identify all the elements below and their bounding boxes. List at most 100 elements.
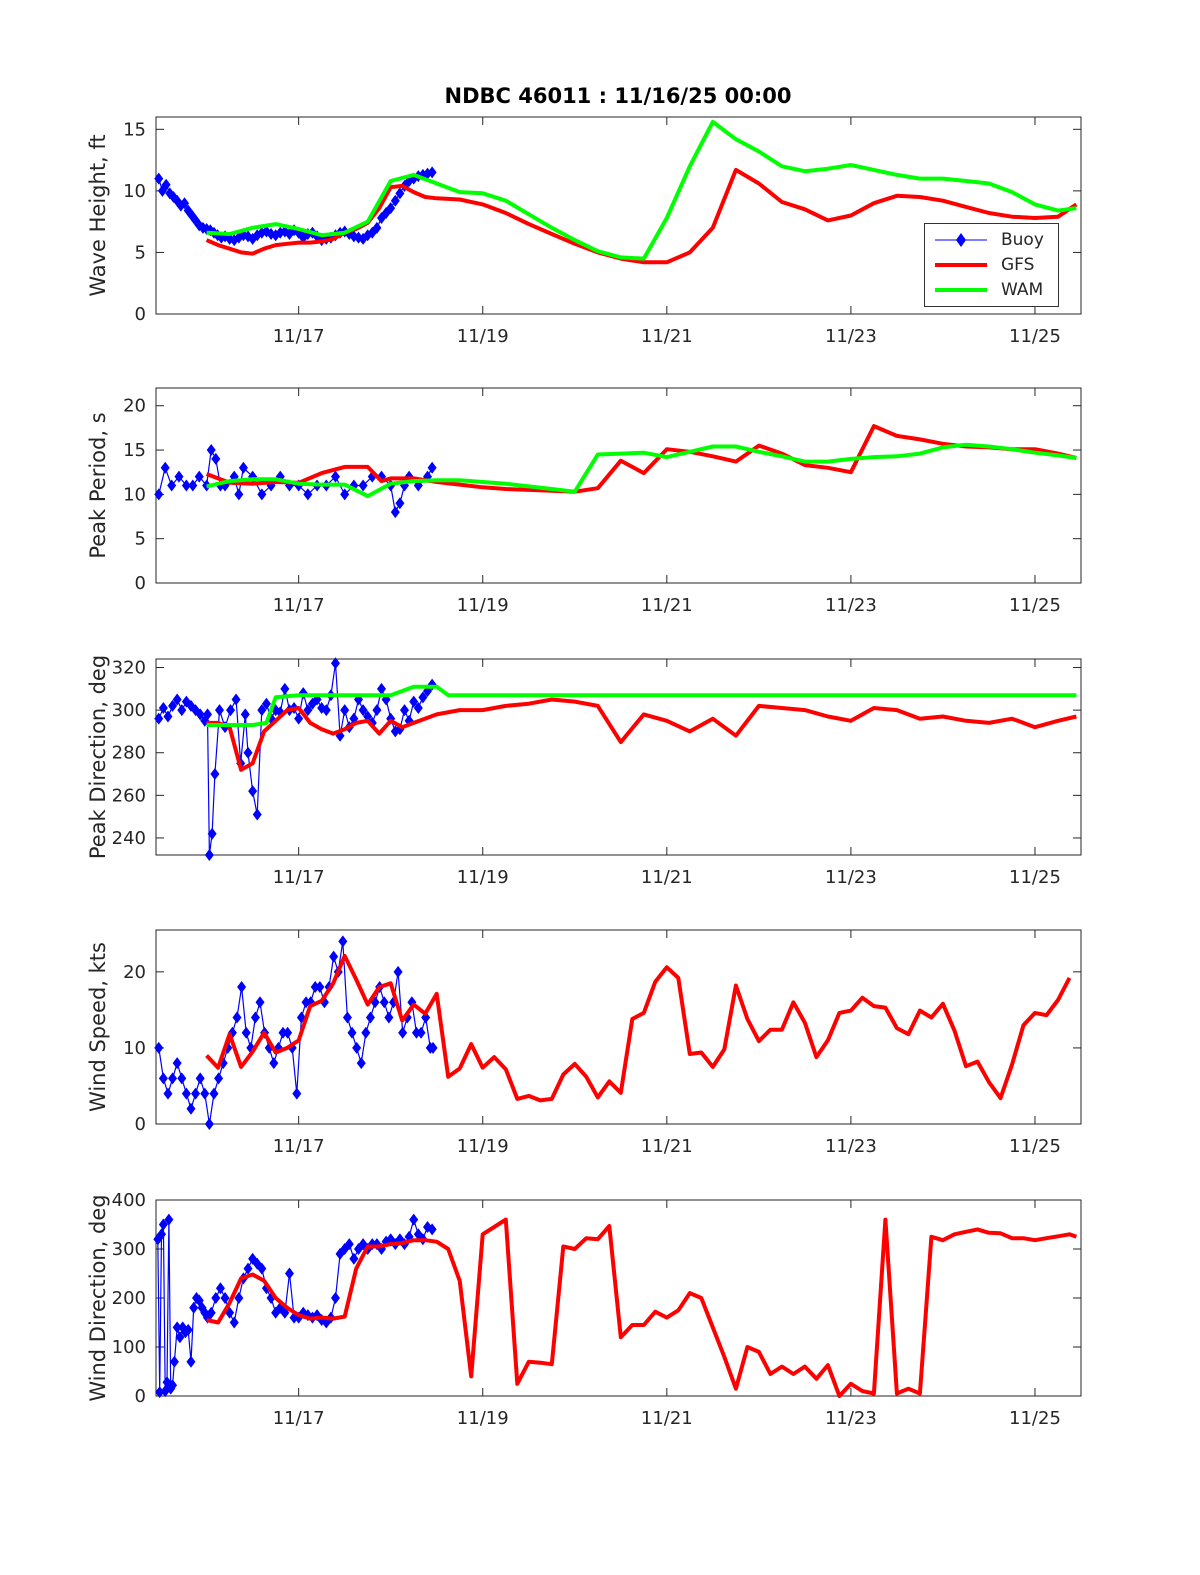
data-point-peak-period-buoy-31 [390, 506, 400, 519]
x-tick-label-wave-height-2: 11/21 [641, 326, 693, 347]
panel-peak-period: 11/17 11/19 11/21 11/23 11/25 0 5 10 15 20 Peak Pe… [86, 387, 1082, 616]
data-point-peak-period-buoy-14 [238, 461, 248, 474]
data-point-wind-direction-buoy-24 [215, 1282, 225, 1295]
x-tick-label-peak-direction-0: 11/17 [273, 867, 325, 888]
data-point-wind-speed-buoy-30 [292, 1087, 302, 1100]
data-point-peak-period-buoy-2 [167, 479, 177, 492]
data-point-wind-direction-buoy-33 [257, 1262, 267, 1275]
data-point-peak-period-buoy-16 [257, 488, 267, 501]
data-point-peak-direction-buoy-14 [210, 768, 220, 781]
data-point-peak-direction-buoy-1 [158, 702, 168, 714]
y-tick-label-wave-height-2: 10 [123, 181, 146, 202]
series-line-wind-speed-gfs [205, 953, 1072, 1103]
data-point-wind-speed-buoy-6 [181, 1087, 191, 1100]
data-point-wind-direction-buoy-30 [243, 1262, 253, 1275]
data-point-peak-period-buoy-0 [154, 488, 164, 501]
y-tick-label-wave-height-0: 0 [135, 304, 146, 325]
series-markers-wind-speed-buoy [154, 935, 438, 1130]
data-point-wind-direction-buoy-66 [409, 1213, 419, 1226]
data-point-peak-direction-buoy-15 [215, 704, 225, 717]
data-point-peak-period-buoy-1 [160, 461, 170, 474]
x-tick-label-wave-height-3: 11/23 [825, 326, 877, 347]
data-point-peak-period-buoy-8 [206, 444, 216, 457]
series-line-peak-period-wam [206, 442, 1077, 499]
x-tick-label-wind-direction-0: 11/17 [273, 1408, 325, 1429]
y-tick-label-peak-period-3: 15 [123, 440, 146, 461]
data-point-wind-speed-buoy-11 [204, 1118, 214, 1130]
series-line-wave-height-wam [206, 119, 1077, 261]
y-tick-label-wind-speed-0: 0 [135, 1114, 146, 1135]
data-point-wind-direction-buoy-1 [155, 1386, 165, 1399]
data-point-wind-speed-buoy-22 [255, 996, 265, 1009]
series-markers-peak-direction-buoy [154, 657, 437, 861]
y-tick-label-wind-direction-4: 400 [112, 1190, 146, 1211]
y-tick-label-wind-direction-1: 100 [112, 1337, 146, 1358]
y-tick-label-peak-period-1: 5 [135, 529, 146, 550]
data-point-wind-speed-buoy-7 [186, 1102, 196, 1115]
data-point-peak-period-buoy-32 [395, 497, 405, 510]
data-point-wind-speed-buoy-38 [329, 950, 339, 963]
data-point-wind-speed-buoy-17 [232, 1011, 242, 1024]
data-point-peak-period-buoy-13 [234, 488, 244, 501]
data-point-peak-period-buoy-37 [427, 461, 437, 474]
series-line-peak-direction-wam [206, 684, 1077, 727]
x-tick-label-wave-height-1: 11/19 [457, 326, 509, 347]
data-point-peak-direction-buoy-58 [413, 702, 423, 714]
data-point-peak-period-buoy-4 [181, 479, 191, 492]
data-point-wind-direction-buoy-15 [186, 1355, 196, 1368]
data-point-wind-speed-buoy-18 [237, 981, 247, 994]
x-tick-label-peak-direction-1: 11/19 [457, 867, 509, 888]
y-tick-label-wave-height-1: 5 [135, 242, 146, 263]
data-point-wind-speed-buoy-25 [269, 1057, 279, 1070]
data-point-wind-speed-buoy-9 [195, 1072, 205, 1085]
data-point-wind-speed-buoy-57 [416, 1026, 426, 1039]
data-point-wind-direction-buoy-16 [189, 1301, 199, 1314]
panel-wave-height: 11/17 11/19 11/21 11/23 11/25 0 5 10 15 Wave Heig… [86, 116, 1082, 347]
data-point-peak-direction-buoy-22 [248, 785, 258, 798]
data-point-wind-direction-buoy-6 [164, 1213, 174, 1226]
data-point-wind-direction-buoy-8 [168, 1379, 178, 1392]
panel-peak-direction: 11/17 11/19 11/21 11/23 11/25 240 260 280 300 320… [86, 655, 1082, 888]
data-point-wind-speed-buoy-12 [209, 1087, 219, 1100]
data-point-wind-speed-buoy-1 [158, 1072, 168, 1085]
y-tick-label-peak-direction-4: 320 [112, 658, 146, 679]
data-point-peak-direction-buoy-24 [257, 704, 267, 717]
data-point-wave-height-buoy-2 [161, 178, 171, 191]
panel-wind-direction: 11/17 11/19 11/21 11/23 11/25 0 100 200 300 400Wi… [86, 1190, 1082, 1429]
x-tick-label-wind-speed-3: 11/23 [825, 1136, 877, 1157]
data-point-wave-height-buoy-54 [386, 202, 396, 215]
y-tick-label-wind-speed-1: 10 [123, 1038, 146, 1059]
legend-entry-gfs: GFS [925, 253, 1058, 277]
series-markers-peak-period-buoy [154, 444, 437, 519]
data-point-wind-direction-buoy-52 [344, 1238, 354, 1251]
data-point-wind-speed-buoy-21 [250, 1011, 260, 1024]
data-point-peak-direction-buoy-13 [207, 827, 217, 840]
data-point-wind-direction-buoy-14 [183, 1323, 193, 1336]
data-point-peak-direction-buoy-55 [400, 704, 410, 717]
x-tick-label-wind-direction-1: 11/19 [457, 1408, 509, 1429]
series-line-peak-period-gfs [205, 424, 1077, 494]
data-point-wave-height-buoy-55 [390, 194, 400, 207]
data-point-peak-direction-buoy-38 [321, 704, 331, 717]
data-point-wave-height-buoy-7 [180, 197, 190, 210]
data-point-peak-period-buoy-27 [358, 479, 368, 492]
data-point-wave-height-buoy-63 [427, 166, 437, 179]
data-point-peak-direction-buoy-23 [252, 808, 262, 821]
x-tick-label-wind-direction-4: 11/25 [1009, 1408, 1061, 1429]
legend-label-wam: WAM [1001, 280, 1044, 300]
y-axis-label-wind-speed: Wind Speed, kts [86, 942, 110, 1112]
data-point-peak-direction-buoy-34 [303, 704, 313, 717]
data-point-wind-speed-buoy-53 [398, 1026, 408, 1039]
legend-label-gfs: GFS [1001, 255, 1035, 275]
data-point-wind-speed-buoy-56 [411, 1026, 421, 1039]
series-line-peak-direction-gfs [206, 697, 1077, 772]
data-point-peak-direction-buoy-17 [226, 704, 236, 717]
data-point-peak-direction-buoy-12 [204, 849, 214, 861]
y-tick-label-peak-direction-0: 240 [112, 828, 146, 849]
data-point-peak-direction-buoy-46 [358, 704, 368, 717]
data-point-peak-direction-buoy-50 [376, 682, 386, 695]
x-tick-label-wave-height-0: 11/17 [273, 326, 325, 347]
plot-area-peak-direction [155, 658, 1082, 856]
data-point-wind-direction-buoy-2 [157, 1228, 167, 1241]
y-axis-label-peak-period: Peak Period, s [86, 412, 110, 558]
